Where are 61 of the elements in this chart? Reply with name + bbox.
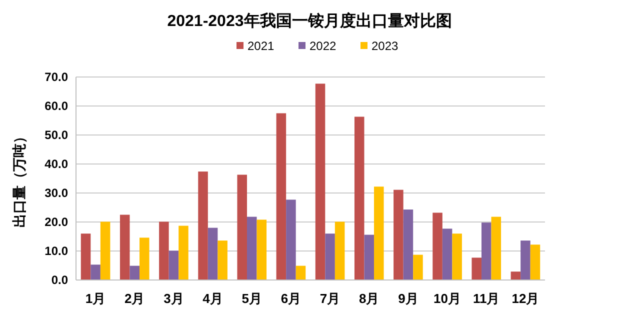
legend-label: 2023 xyxy=(372,39,399,53)
bar xyxy=(334,222,345,280)
y-tick-label: 30.0 xyxy=(44,186,68,200)
x-tick-label: 10月 xyxy=(434,291,462,306)
x-tick-label: 3月 xyxy=(164,291,184,306)
x-tick-label: 6月 xyxy=(280,291,302,306)
x-tick-label: 5月 xyxy=(242,291,262,306)
bar xyxy=(442,228,452,280)
bar xyxy=(80,234,91,280)
y-tick-label: 50.0 xyxy=(44,128,68,142)
bar xyxy=(90,264,100,280)
bar xyxy=(325,234,335,280)
bar xyxy=(130,266,140,280)
y-tick-label: 70.0 xyxy=(44,70,68,84)
bar xyxy=(100,222,110,280)
x-tick-label: 4月 xyxy=(202,291,223,306)
y-tick-label: 10.0 xyxy=(44,244,68,258)
legend-label: 2022 xyxy=(310,39,337,53)
bar xyxy=(394,190,404,280)
bar xyxy=(374,186,384,280)
bar xyxy=(452,234,462,280)
bar xyxy=(315,84,326,280)
bar xyxy=(246,216,257,280)
bar xyxy=(481,222,492,280)
bar xyxy=(432,212,442,280)
bar xyxy=(530,244,540,280)
bar xyxy=(520,240,530,280)
y-tick-label: 0.0 xyxy=(51,273,68,287)
bar xyxy=(159,222,169,280)
bar xyxy=(413,254,423,280)
y-axis-title: 出口量（万吨） xyxy=(11,130,27,228)
bar xyxy=(296,266,306,280)
bar xyxy=(178,226,188,280)
bar xyxy=(472,258,482,280)
bar xyxy=(208,228,218,280)
bar xyxy=(120,214,130,280)
x-tick-label: 2月 xyxy=(124,291,145,306)
bar xyxy=(218,240,228,280)
bar xyxy=(237,174,247,280)
bar xyxy=(168,250,179,280)
bar xyxy=(354,116,364,280)
x-tick-label: 11月 xyxy=(473,291,500,306)
bar xyxy=(364,234,374,280)
x-tick-label: 1月 xyxy=(85,291,106,306)
legend-label: 2021 xyxy=(248,39,275,53)
y-tick-label: 60.0 xyxy=(44,99,68,113)
bar xyxy=(510,272,521,280)
x-tick-label: 7月 xyxy=(320,291,340,306)
bar xyxy=(140,238,150,280)
bar xyxy=(256,220,267,280)
bar xyxy=(276,113,286,280)
x-tick-label: 9月 xyxy=(398,291,418,306)
bar xyxy=(198,172,208,280)
chart-title: 2021-2023年我国一铵月度出口量对比图 xyxy=(167,11,452,30)
y-tick-label: 40.0 xyxy=(44,157,68,171)
bar xyxy=(286,200,296,280)
x-tick-label: 12月 xyxy=(512,291,540,306)
bar xyxy=(403,210,414,280)
x-tick-label: 8月 xyxy=(359,291,380,306)
y-tick-label: 20.0 xyxy=(44,215,68,229)
bar xyxy=(491,216,502,280)
